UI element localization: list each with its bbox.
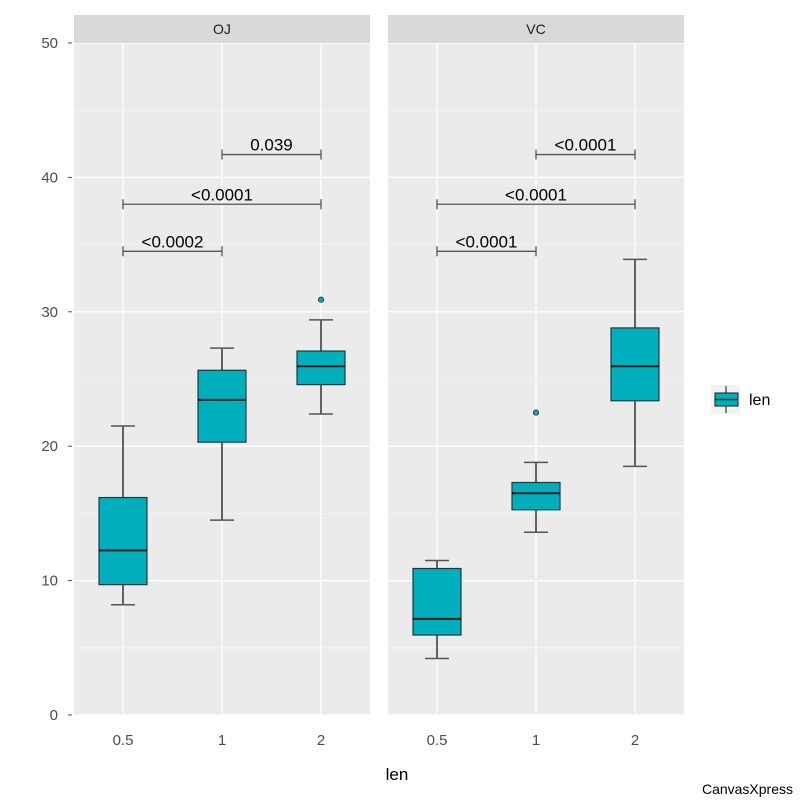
x-tick-label: 0.5 bbox=[113, 732, 134, 749]
comparison-bracket: <0.0001 bbox=[535, 136, 636, 160]
legend: len bbox=[711, 385, 770, 414]
box-body bbox=[511, 481, 561, 511]
x-tick-label: 2 bbox=[317, 732, 325, 749]
box-oj-0.5 bbox=[98, 425, 148, 606]
box-oj-1 bbox=[197, 347, 247, 521]
comparison-bracket: <0.0001 bbox=[436, 232, 537, 257]
panel-vc: VC <0.0001 <0.0001 <0.0001 0.5 1 2 bbox=[388, 15, 684, 749]
y-axis: 0 10 20 30 40 50 bbox=[41, 35, 72, 724]
y-tick-label: 20 bbox=[41, 438, 58, 455]
facet-strip-label: VC bbox=[526, 21, 545, 37]
comparison-bracket: <0.0002 bbox=[122, 232, 223, 257]
box-vc-0.5 bbox=[412, 559, 462, 660]
legend-label: len bbox=[749, 392, 770, 409]
p-value-label: <0.0001 bbox=[505, 185, 567, 204]
y-tick-label: 50 bbox=[41, 35, 58, 52]
box-body bbox=[412, 567, 462, 636]
x-tick-label: 0.5 bbox=[427, 732, 448, 749]
outlier-point bbox=[317, 296, 325, 303]
p-value-label: <0.0001 bbox=[456, 232, 518, 251]
outlier-point bbox=[532, 409, 540, 416]
box-oj-2 bbox=[296, 296, 346, 415]
y-tick-label: 40 bbox=[41, 169, 58, 186]
y-tick-label: 10 bbox=[41, 573, 58, 590]
p-value-label: <0.0001 bbox=[555, 136, 617, 155]
x-tick-label: 2 bbox=[631, 732, 639, 749]
facet-strip-label: OJ bbox=[213, 21, 231, 37]
box-body bbox=[197, 369, 247, 443]
facet-strip bbox=[388, 15, 684, 43]
box-vc-1 bbox=[511, 409, 561, 533]
facet-strip bbox=[74, 15, 370, 43]
x-tick-label: 1 bbox=[218, 732, 226, 749]
y-tick-label: 30 bbox=[41, 304, 58, 321]
p-value-label: 0.039 bbox=[250, 136, 293, 155]
box-body bbox=[98, 496, 148, 586]
comparison-bracket: 0.039 bbox=[221, 136, 322, 160]
p-value-label: <0.0002 bbox=[142, 232, 204, 251]
comparison-bracket: <0.0001 bbox=[122, 185, 322, 210]
panel-oj: OJ 0.039 <0.0001 <0.0002 0.5 1 2 bbox=[74, 15, 370, 749]
panels: OJ 0.039 <0.0001 <0.0002 0.5 1 2 VC <0.0001 <0.00… bbox=[74, 15, 684, 749]
y-tick-label: 0 bbox=[50, 707, 58, 724]
comparison-bracket: <0.0001 bbox=[436, 185, 636, 210]
box-body bbox=[610, 327, 660, 402]
credit-label: CanvasXpress bbox=[702, 781, 793, 797]
box-vc-2 bbox=[610, 258, 660, 468]
x-axis-title: len bbox=[386, 765, 409, 784]
p-value-label: <0.0001 bbox=[191, 185, 253, 204]
box-body bbox=[296, 350, 346, 386]
x-tick-label: 1 bbox=[532, 732, 540, 749]
